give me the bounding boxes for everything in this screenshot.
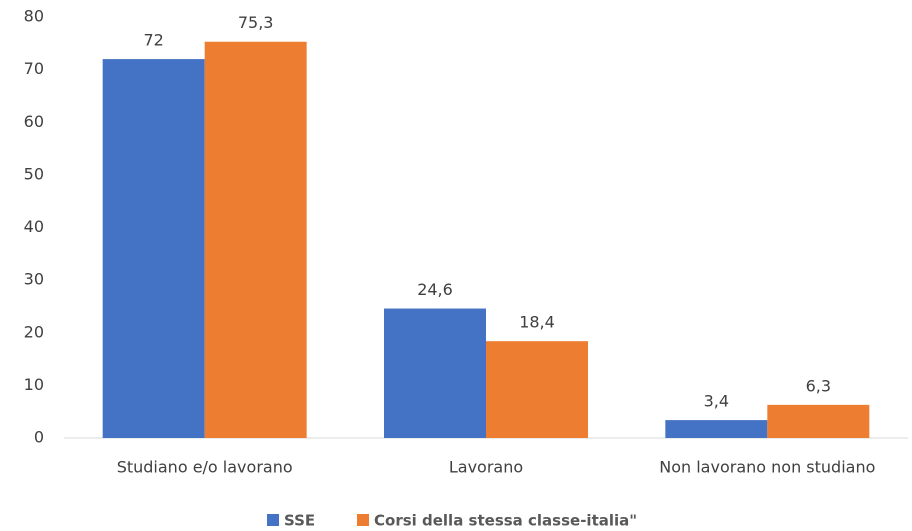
- bar: [767, 404, 870, 438]
- value-label: 24,6: [417, 280, 453, 299]
- y-tick-label: 80: [24, 7, 44, 26]
- y-tick-label: 20: [24, 322, 44, 341]
- y-tick-label: 60: [24, 112, 44, 131]
- x-tick-label: Studiano e/o lavorano: [117, 458, 293, 477]
- y-tick-label: 40: [24, 217, 44, 236]
- x-tick-label: Non lavorano non studiano: [659, 458, 875, 477]
- bar: [486, 341, 588, 438]
- value-label: 72: [143, 31, 163, 50]
- y-tick-label: 50: [24, 164, 44, 183]
- legend-swatch: [357, 514, 369, 526]
- y-tick-label: 0: [34, 428, 44, 447]
- bar: [665, 420, 768, 438]
- legend-label: SSE: [284, 512, 315, 530]
- bar: [204, 41, 307, 438]
- bar: [102, 59, 205, 438]
- value-label: 6,3: [806, 376, 831, 395]
- value-label: 18,4: [519, 313, 555, 332]
- value-label: 3,4: [704, 392, 729, 411]
- y-tick-label: 70: [24, 59, 44, 78]
- legend-label: Corsi della stessa classe-italia": [374, 512, 637, 530]
- x-tick-label: Lavorano: [449, 458, 523, 477]
- value-label: 75,3: [238, 13, 274, 32]
- y-tick-label: 30: [24, 270, 44, 289]
- bar: [384, 308, 486, 438]
- y-tick-label: 10: [24, 375, 44, 394]
- legend-swatch: [267, 514, 279, 526]
